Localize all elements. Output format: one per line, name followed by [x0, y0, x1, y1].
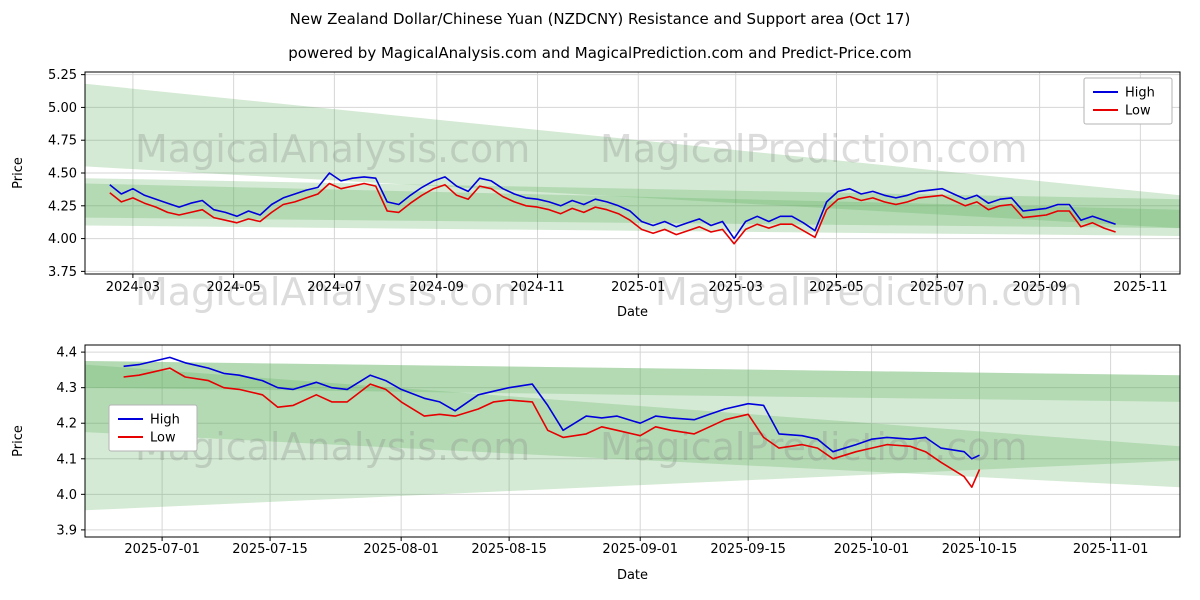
x-tick-label: 2025-07-15 — [232, 542, 308, 557]
support-resistance-band — [85, 178, 1180, 236]
watermark-text: MagicalAnalysis.com — [135, 425, 530, 469]
y-tick-label: 4.2 — [56, 417, 77, 432]
y-tick-label: 4.50 — [48, 167, 77, 182]
y-tick-label: 4.0 — [56, 488, 77, 503]
x-tick-label: 2024-07 — [307, 280, 361, 295]
x-tick-label: 2024-09 — [410, 280, 464, 295]
x-tick-label: 2025-08-01 — [363, 542, 439, 557]
y-tick-label: 4.1 — [56, 452, 77, 467]
support-resistance-band — [85, 83, 1180, 229]
support-resistance-band — [85, 183, 1180, 229]
high-line — [109, 172, 1116, 240]
price-chart-top: MagicalAnalysis.com MagicalPrediction.com… — [11, 68, 1181, 320]
x-tick-label: 2024-11 — [510, 280, 564, 295]
high-line — [123, 356, 980, 460]
x-axis-label: Date — [617, 305, 648, 320]
support-resistance-band — [85, 361, 1180, 511]
y-tick-label: 4.25 — [48, 199, 77, 214]
x-tick-label: 2025-03 — [709, 280, 763, 295]
y-tick-label: 4.4 — [56, 346, 77, 361]
y-axis-label: Price — [11, 425, 26, 457]
x-tick-label: 2025-09-15 — [710, 542, 786, 557]
y-axis-label: Price — [11, 157, 26, 189]
legend-label: High — [150, 413, 180, 428]
price-chart-bottom: MagicalAnalysis.com MagicalPrediction.com… — [11, 344, 1181, 583]
x-tick-label: 2025-11-01 — [1073, 542, 1149, 557]
x-tick-label: 2025-09-01 — [602, 542, 678, 557]
x-tick-label: 2025-07 — [910, 280, 964, 295]
x-tick-label: 2025-05 — [809, 280, 863, 295]
x-tick-label: 2025-01 — [611, 280, 665, 295]
legend — [1083, 77, 1173, 125]
x-tick-label: 2025-09 — [1012, 280, 1066, 295]
y-tick-label: 4.00 — [48, 232, 77, 247]
x-axis-label: Date — [617, 568, 648, 583]
y-tick-label: 4.75 — [48, 134, 77, 149]
y-tick-label: 3.75 — [48, 265, 77, 280]
x-tick-label: 2025-11 — [1113, 280, 1167, 295]
figure-subtitle: powered by MagicalAnalysis.com and Magic… — [288, 44, 912, 62]
support-resistance-band — [85, 361, 1180, 402]
watermark-text: MagicalPrediction.com — [655, 270, 1083, 314]
x-tick-label: 2025-10-01 — [834, 542, 910, 557]
x-tick-label: 2025-08-15 — [471, 542, 547, 557]
x-tick-label: 2024-05 — [206, 280, 260, 295]
legend-label: Low — [1125, 104, 1151, 119]
low-line — [123, 367, 981, 488]
y-tick-label: 5.25 — [48, 68, 77, 83]
watermark-text: MagicalPrediction.com — [600, 127, 1028, 171]
x-tick-label: 2024-03 — [106, 280, 160, 295]
x-tick-label: 2025-07-01 — [124, 542, 200, 557]
plot-frame — [84, 344, 1181, 538]
legend — [108, 404, 198, 452]
y-tick-label: 5.00 — [48, 101, 77, 116]
watermark-text: MagicalAnalysis.com — [135, 270, 530, 314]
figure-title: New Zealand Dollar/Chinese Yuan (NZDCNY)… — [289, 10, 911, 28]
support-resistance-band — [85, 364, 1180, 488]
x-tick-label: 2025-10-15 — [942, 542, 1018, 557]
legend-label: High — [1125, 86, 1155, 101]
legend-label: Low — [150, 431, 176, 446]
low-line — [109, 182, 1116, 245]
y-tick-label: 3.9 — [56, 523, 77, 538]
watermark-text: MagicalAnalysis.com — [135, 127, 530, 171]
y-tick-label: 4.3 — [56, 381, 77, 396]
